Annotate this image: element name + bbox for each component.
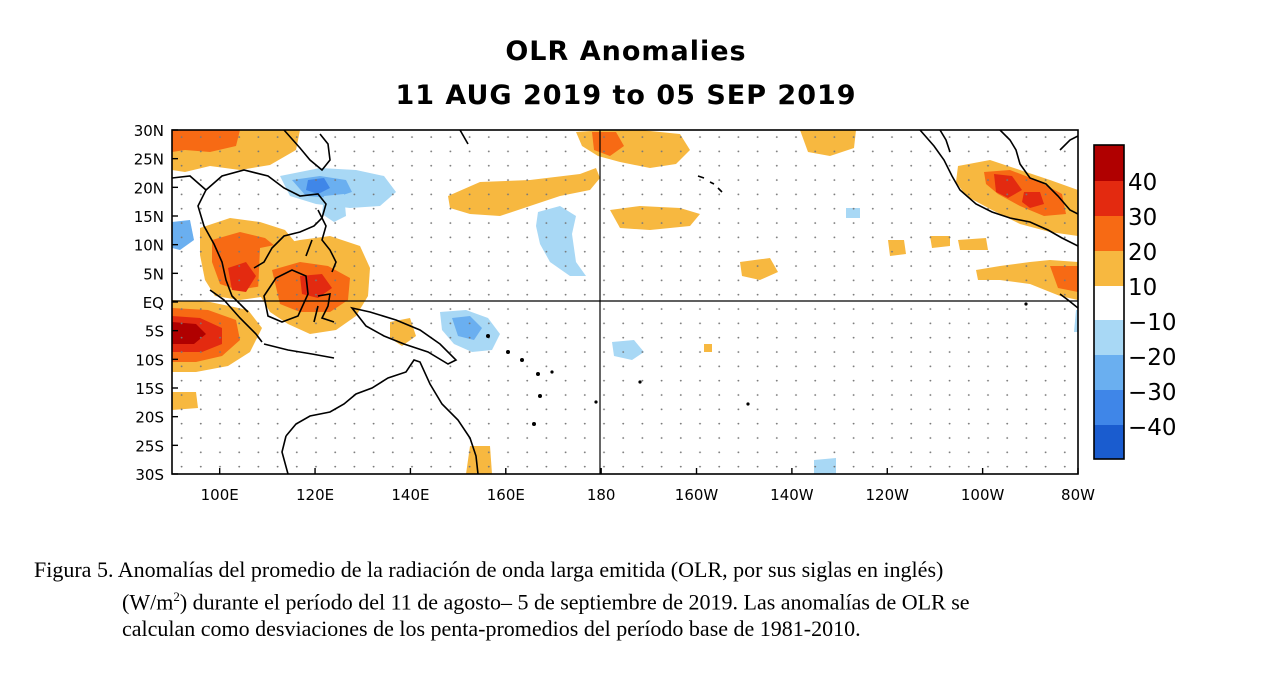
lon-label: 160E [487,486,525,504]
islands [486,302,1028,426]
coastlines [172,130,1078,474]
lon-label: 100W [961,486,1005,504]
lat-label: 20S [135,409,164,427]
lat-label: 10S [135,351,164,369]
grid-dots [172,130,1078,474]
anomaly-fields [172,130,1078,474]
map-title: OLR Anomalies [505,36,747,67]
lon-label: 100E [201,486,239,504]
colorbar-label: 10 [1128,275,1157,301]
colorbar-label: 40 [1128,170,1157,196]
colorbar-label: −10 [1128,310,1177,336]
colorbar-swatch-neg20 [1094,355,1124,390]
caption-line-3: calculan como desviaciones de los penta-… [122,616,861,642]
caption-line-2-rest: ) durante el período del 11 de agosto– 5… [179,589,970,615]
colorbar-swatch-pos30 [1094,181,1124,216]
lat-label: EQ [143,294,164,312]
lon-label: 140W [770,486,814,504]
lon-label: 120E [296,486,334,504]
colorbar-label: 30 [1128,205,1157,231]
colorbar-swatch-neg10 [1094,320,1124,355]
lat-label: 20N [134,179,164,197]
colorbar-label: 20 [1128,240,1157,266]
lat-label: 25N [134,151,164,169]
lon-label: 140E [391,486,429,504]
colorbar-swatch-pos10 [1094,251,1124,286]
longitude-axis: 100E 120E 140E 160E 180 160W 140W 120W 100W 80W [201,468,1095,504]
colorbar-swatch-neg40 [1094,425,1124,459]
colorbar-swatch-pos40 [1094,145,1124,181]
lon-label: 80W [1061,486,1095,504]
caption-line-2: (W/m2) durante el período del 11 de agos… [34,583,1234,615]
lon-label: 160W [675,486,719,504]
lat-label: 25S [135,437,164,455]
map-date-range: 11 AUG 2019 to 05 SEP 2019 [395,80,857,111]
lat-label: 10N [134,237,164,255]
lat-label: 5S [145,323,164,341]
figure-caption: Figura 5. Anomalías del promedio de la r… [34,556,1234,642]
lat-label: 15N [134,208,164,226]
lat-label: 15S [135,380,164,398]
caption-units-exponent: 2 [173,589,180,604]
lon-label: 180 [587,486,616,504]
lon-label: 120W [866,486,910,504]
colorbar-label: −40 [1128,415,1177,441]
colorbar-label: −20 [1128,345,1177,371]
colorbar-frame [1093,144,1125,460]
caption-line-1: Figura 5. Anomalías del promedio de la r… [34,557,944,582]
lat-label: 5N [143,265,164,283]
latitude-axis: 30N 25N 20N 15N 10N 5N EQ 5S 10S 15S 20S 25S 30S [134,122,178,484]
caption-units-prefix: (W/m [122,589,174,615]
lat-label: 30N [134,122,164,140]
colorbar-swatch-neutral [1094,286,1124,320]
colorbar-label: −30 [1128,380,1177,406]
colorbar-swatch-pos20 [1094,216,1124,251]
lat-label: 30S [135,466,164,484]
colorbar: 40 30 20 10 −10 −20 −30 −40 [1093,144,1177,460]
colorbar-swatch-neg30 [1094,390,1124,425]
